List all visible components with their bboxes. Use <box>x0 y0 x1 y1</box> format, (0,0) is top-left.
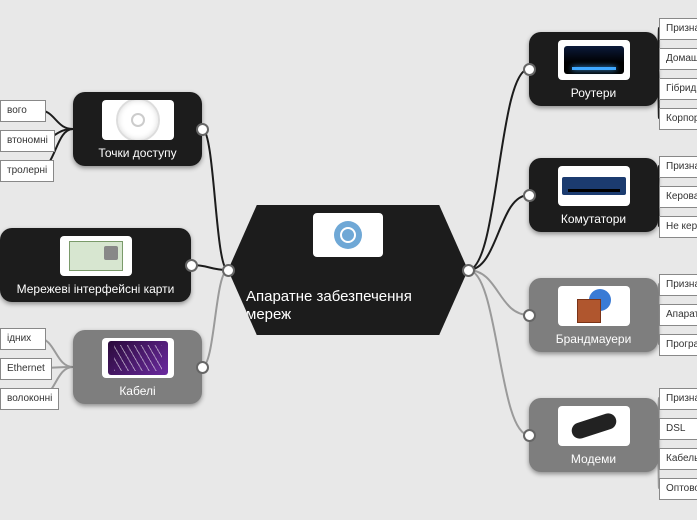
leaf-routers-1[interactable]: Домашні <box>659 48 697 70</box>
firewall-icon <box>558 286 630 326</box>
leaf-cables-2[interactable]: волоконні <box>0 388 59 410</box>
leaf-modems-3[interactable]: Оптоволо <box>659 478 697 500</box>
leaf-routers-2[interactable]: Гібридні <box>659 78 697 100</box>
category-aps[interactable]: Точки доступу <box>73 92 202 166</box>
leaf-routers-0[interactable]: Призначе мережами <box>659 18 697 40</box>
category-label: Мережеві інтерфейсні карти <box>8 282 183 296</box>
connector-dot <box>523 63 536 76</box>
connector-dot <box>185 259 198 272</box>
leaf-switches-1[interactable]: Керовані <box>659 186 697 208</box>
connector-dot <box>462 264 475 277</box>
center-title: Апаратне забезпечення мереж <box>246 288 450 326</box>
category-label: Модеми <box>537 452 650 466</box>
leaf-cables-0[interactable]: ідних <box>0 328 46 350</box>
leaf-modems-0[interactable]: Призначе доступу <box>659 388 697 410</box>
leaf-modems-1[interactable]: DSL <box>659 418 697 440</box>
cable-icon <box>102 338 174 378</box>
category-label: Точки доступу <box>81 146 194 160</box>
category-label: Брандмауери <box>537 332 650 346</box>
leaf-cables-1[interactable]: Ethernet <box>0 358 52 380</box>
category-switches[interactable]: Комутатори <box>529 158 658 232</box>
ap-icon <box>102 100 174 140</box>
category-nics[interactable]: Мережеві інтерфейсні карти <box>0 228 191 302</box>
connector-dot <box>222 264 235 277</box>
leaf-modems-2[interactable]: Кабельн <box>659 448 697 470</box>
connector-dot <box>523 189 536 202</box>
leaf-switches-2[interactable]: Не керов <box>659 216 697 238</box>
connector-dot <box>196 123 209 136</box>
leaf-aps-2[interactable]: тролерні <box>0 160 54 182</box>
category-cables[interactable]: Кабелі <box>73 330 202 404</box>
connector-dot <box>523 309 536 322</box>
network-icon <box>313 213 383 257</box>
category-routers[interactable]: Роутери <box>529 32 658 106</box>
mindmap-canvas: Апаратне забезпечення мереж Роутери Комута… <box>0 0 697 520</box>
category-label: Комутатори <box>537 212 650 226</box>
nic-icon <box>60 236 132 276</box>
leaf-routers-3[interactable]: Корпорат <box>659 108 697 130</box>
leaf-aps-0[interactable]: вого <box>0 100 46 122</box>
category-firewalls[interactable]: Брандмауери <box>529 278 658 352</box>
leaf-firewalls-1[interactable]: Апаратні <box>659 304 697 326</box>
leaf-firewalls-2[interactable]: Програмн <box>659 334 697 356</box>
leaf-switches-0[interactable]: Призначе локальни <box>659 156 697 178</box>
switch-icon <box>558 166 630 206</box>
connector-dot <box>196 361 209 374</box>
center-node[interactable]: Апаратне забезпечення мереж <box>228 205 468 335</box>
category-label: Кабелі <box>81 384 194 398</box>
category-label: Роутери <box>537 86 650 100</box>
category-modems[interactable]: Модеми <box>529 398 658 472</box>
leaf-aps-1[interactable]: втономні <box>0 130 55 152</box>
modem-icon <box>558 406 630 446</box>
connector-dot <box>523 429 536 442</box>
leaf-firewalls-0[interactable]: Призначе загроз <box>659 274 697 296</box>
router-icon <box>558 40 630 80</box>
